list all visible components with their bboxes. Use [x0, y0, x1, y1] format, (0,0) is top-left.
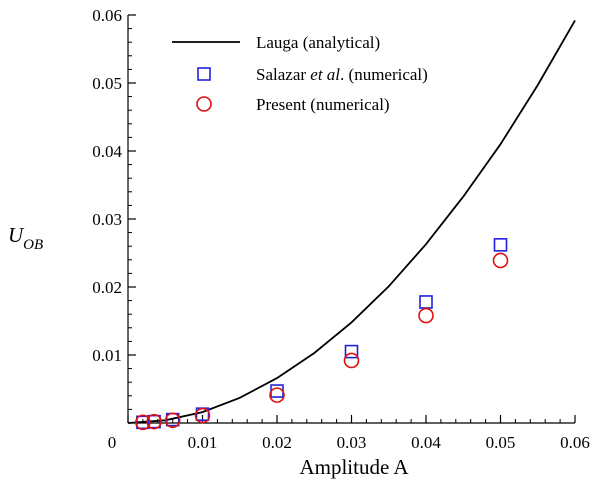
x-tick-label: 0.04	[411, 433, 441, 452]
x-tick-label: 0.01	[188, 433, 218, 452]
x-tick-label: 0.05	[486, 433, 516, 452]
data-point-salazar	[344, 344, 359, 359]
data-point-salazar	[147, 414, 161, 429]
legend-label: Present (numerical)	[256, 95, 390, 114]
data-point-present	[146, 413, 162, 430]
x-tick-label: 0.02	[262, 433, 292, 452]
series-layer	[127, 19, 576, 431]
x-axis-ticks: 0 0.01 0.02 0.03 0.04 0.05 0.06	[108, 415, 590, 452]
legend-circle-symbol	[196, 96, 212, 112]
y-tick-label: 0.01	[92, 346, 122, 365]
x-axis-label: Amplitude A	[299, 455, 409, 479]
legend-label: Lauga (analytical)	[256, 33, 380, 52]
legend-square-symbol	[197, 67, 211, 81]
data-point-present	[418, 307, 434, 324]
y-tick-label: 0.06	[92, 6, 122, 25]
data-point-present	[343, 352, 360, 369]
data-point-salazar	[136, 415, 150, 430]
y-tick-label: 0.05	[92, 74, 122, 93]
y-axis-label-main: U	[8, 223, 25, 247]
legend-label-part: . (numerical)	[340, 65, 428, 84]
legend: Lauga (analytical) Salazar et al. (numeri…	[172, 33, 428, 114]
data-point-present	[492, 252, 509, 269]
x-tick-label: 0.03	[337, 433, 367, 452]
x-tick-label: 0	[108, 433, 117, 452]
legend-label: Salazar et al. (numerical)	[256, 65, 428, 84]
y-axis-label: UOB	[8, 223, 43, 253]
legend-label-part: et al	[310, 65, 340, 84]
data-point-salazar	[493, 238, 508, 252]
x-tick-label: 0.06	[560, 433, 590, 452]
data-point-salazar	[270, 384, 284, 398]
legend-label-part: Salazar	[256, 65, 310, 84]
data-point-present	[135, 414, 151, 431]
y-tick-label: 0.03	[92, 210, 122, 229]
data-point-present	[194, 407, 211, 424]
series-line-lauga	[127, 19, 576, 424]
data-point-present	[269, 387, 285, 403]
y-axis-ticks: 0.01 0.02 0.03 0.04 0.05 0.06	[92, 6, 136, 410]
y-tick-label: 0.04	[92, 142, 122, 161]
data-point-salazar	[419, 295, 433, 309]
y-tick-label: 0.02	[92, 278, 122, 297]
y-axis-label-sub: OB	[23, 237, 43, 253]
data-point-present	[164, 412, 181, 429]
